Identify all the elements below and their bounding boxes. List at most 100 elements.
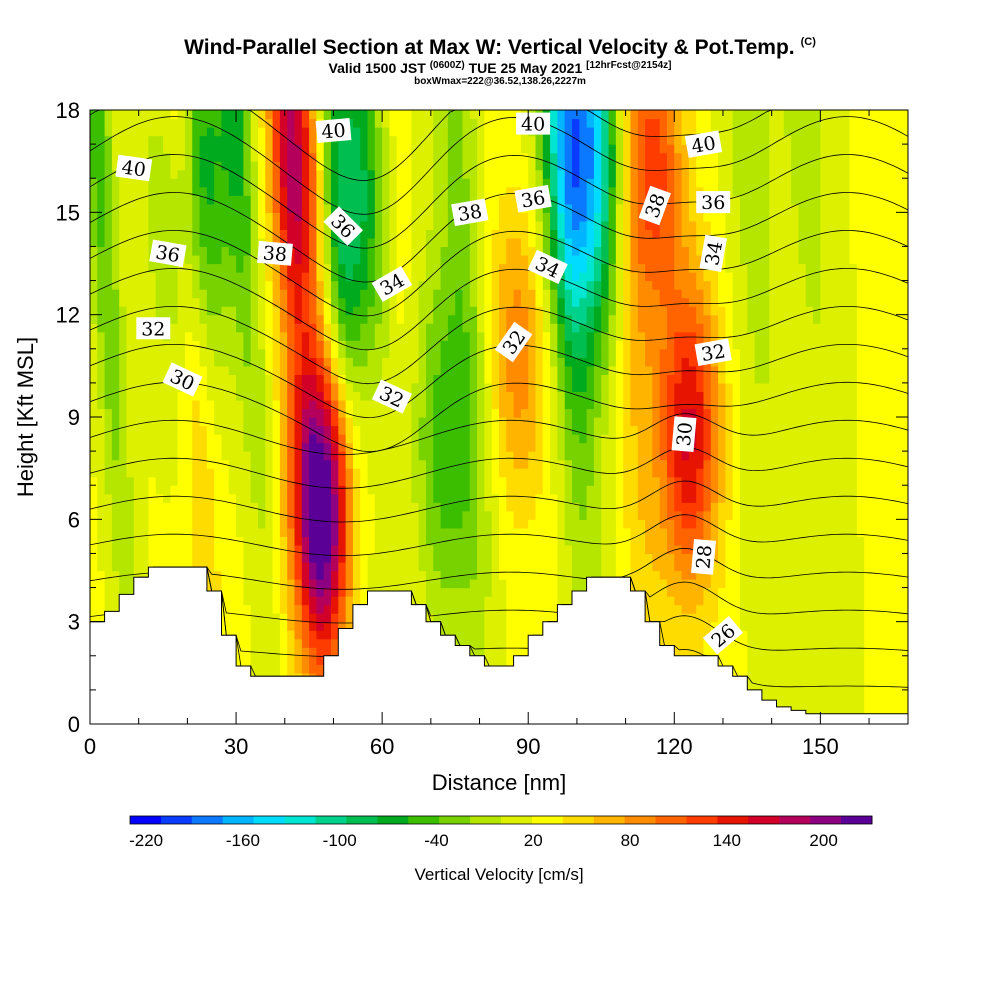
velocity-cell: [506, 647, 515, 657]
velocity-cell: [586, 195, 595, 205]
velocity-cell: [528, 254, 537, 265]
velocity-cell: [119, 468, 128, 478]
velocity-cell: [396, 485, 405, 495]
velocity-cell: [228, 169, 237, 179]
velocity-cell: [126, 442, 135, 452]
velocity-cell: [331, 579, 339, 589]
velocity-cell: [513, 425, 522, 435]
velocity-cell: [477, 178, 485, 188]
velocity-cell: [257, 280, 266, 290]
velocity-cell: [155, 365, 164, 375]
velocity-cell: [90, 237, 98, 248]
velocity-cell: [104, 596, 113, 606]
velocity-cell: [316, 306, 325, 316]
velocity-cell: [265, 152, 274, 162]
velocity-cell: [360, 442, 369, 452]
velocity-cell: [250, 459, 259, 469]
velocity-cell: [433, 152, 442, 162]
velocity-cell: [214, 203, 223, 213]
velocity-cell: [184, 195, 193, 205]
velocity-cell: [111, 417, 120, 427]
velocity-cell: [455, 510, 464, 520]
velocity-cell: [469, 476, 478, 486]
velocity-cell: [374, 510, 383, 520]
velocity-cell: [572, 493, 580, 503]
velocity-cell: [119, 144, 128, 154]
velocity-cell: [542, 408, 551, 418]
velocity-cell: [433, 306, 442, 316]
velocity-cell: [367, 374, 376, 384]
velocity-cell: [331, 280, 339, 290]
velocity-cell: [111, 553, 120, 563]
velocity-cell: [316, 178, 325, 188]
velocity-cell: [520, 561, 529, 572]
velocity-cell: [236, 186, 244, 196]
velocity-cell: [141, 476, 150, 486]
velocity-cell: [396, 579, 405, 589]
velocity-cell: [192, 289, 201, 299]
velocity-cell: [550, 399, 559, 410]
velocity-cell: [199, 425, 208, 435]
velocity-cell: [192, 510, 201, 520]
velocity-cell: [411, 203, 420, 213]
velocity-cell: [206, 220, 215, 230]
velocity-cell: [243, 442, 252, 452]
velocity-cell: [491, 348, 500, 358]
velocity-cell: [243, 127, 252, 137]
velocity-cell: [572, 195, 580, 205]
velocity-cell: [513, 254, 522, 265]
velocity-cell: [111, 254, 120, 265]
velocity-cell: [345, 178, 354, 188]
velocity-cell: [520, 493, 529, 503]
velocity-cell: [214, 382, 223, 393]
velocity-cell: [133, 365, 142, 375]
velocity-cell: [104, 527, 113, 537]
velocity-cell: [499, 476, 507, 486]
velocity-cell: [206, 536, 215, 546]
velocity-cell: [199, 135, 208, 145]
velocity-cell: [331, 451, 339, 461]
velocity-cell: [133, 195, 142, 205]
velocity-cell: [250, 135, 259, 145]
velocity-cell: [221, 289, 230, 299]
velocity-cell: [338, 348, 347, 358]
velocity-cell: [192, 169, 201, 179]
velocity-cell: [177, 229, 186, 239]
velocity-cell: [192, 408, 201, 418]
velocity-cell: [550, 468, 559, 478]
velocity-cell: [111, 544, 120, 555]
velocity-cell: [111, 536, 120, 546]
velocity-cell: [440, 357, 449, 367]
velocity-cell: [491, 127, 500, 137]
velocity-cell: [243, 596, 252, 606]
velocity-cell: [345, 544, 354, 555]
velocity-cell: [411, 485, 420, 495]
velocity-cell: [586, 161, 595, 171]
velocity-cell: [301, 127, 310, 137]
velocity-cell: [243, 519, 252, 529]
velocity-cell: [520, 468, 529, 478]
velocity-cell: [345, 323, 354, 333]
velocity-cell: [272, 289, 281, 299]
velocity-cell: [535, 527, 544, 537]
velocity-cell: [374, 579, 383, 589]
velocity-cell: [97, 212, 106, 222]
velocity-cell: [528, 144, 537, 154]
velocity-cell: [148, 118, 157, 128]
velocity-cell: [455, 442, 464, 452]
velocity-cell: [338, 195, 347, 205]
velocity-cell: [287, 297, 296, 307]
velocity-cell: [345, 493, 354, 503]
velocity-cell: [257, 544, 266, 555]
velocity-cell: [579, 297, 588, 307]
velocity-cell: [506, 306, 515, 316]
velocity-cell: [513, 519, 522, 529]
velocity-cell: [331, 434, 339, 444]
velocity-cell: [374, 502, 383, 512]
velocity-cell: [506, 553, 515, 563]
velocity-cell: [352, 144, 361, 154]
velocity-cell: [111, 502, 120, 512]
velocity-cell: [119, 476, 128, 486]
velocity-cell: [374, 195, 383, 205]
velocity-cell: [535, 272, 544, 282]
